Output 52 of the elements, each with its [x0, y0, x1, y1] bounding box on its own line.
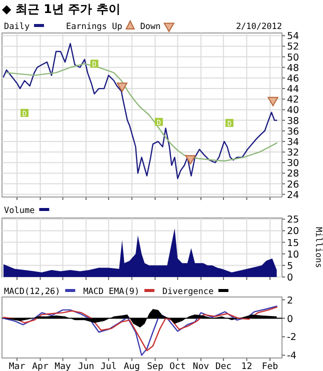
- text: Earnings Up: [66, 22, 122, 32]
- legend-label: Daily: [4, 22, 30, 32]
- y-tick-label: 5: [287, 260, 294, 272]
- x-tick-label: Apr: [32, 362, 49, 371]
- chart-title: ◆ 최근 1년 주가 추이: [2, 2, 120, 16]
- x-tick-label: Jun: [78, 362, 94, 371]
- legend-label: Down: [140, 22, 161, 32]
- y-tick-label: 0: [287, 272, 294, 284]
- y-tick-label: 50: [287, 52, 300, 64]
- x-tick-label: Aug: [124, 362, 140, 371]
- y-tick-label: 52: [287, 42, 300, 53]
- y-tick-label: 26: [287, 179, 300, 190]
- y-tick-label: 46: [287, 73, 300, 84]
- y-tick-label: 20: [287, 226, 300, 238]
- y-tick-label: -2: [287, 332, 296, 344]
- y-axis-title: Millions: [313, 227, 323, 268]
- y-tick-label: 10: [287, 249, 300, 260]
- text: 2/10/2012: [236, 22, 282, 32]
- x-tick-label: Feb: [262, 362, 278, 371]
- y-tick-label: 42: [287, 94, 300, 106]
- y-tick-label: -4: [287, 350, 296, 362]
- y-tick-label: 38: [287, 116, 300, 127]
- y-tick-label: 2: [287, 295, 294, 306]
- legend-label: MACD(12,26): [4, 287, 60, 297]
- y-tick-label: 25: [287, 214, 300, 226]
- y-tick-label: 40: [287, 105, 300, 116]
- x-tick-label: Sep: [147, 362, 164, 371]
- line-series: [2, 42, 278, 180]
- x-tick-label: Nov: [192, 362, 210, 371]
- y-tick-label: 24: [287, 190, 300, 201]
- point: [185, 155, 196, 164]
- legend-label: MACD EMA(9): [83, 287, 140, 297]
- y-tick-label: 30: [287, 158, 300, 170]
- x-tick-label: Mar: [8, 362, 26, 371]
- y-tick-label: 54: [287, 31, 300, 42]
- legend-label: Volume: [4, 206, 35, 216]
- point: [116, 82, 128, 92]
- y-tick-label: 15: [287, 238, 300, 249]
- point: [268, 96, 278, 106]
- y-tick-label: 44: [287, 84, 300, 96]
- y-tick-label: 48: [287, 62, 300, 74]
- y-tick-label: 0: [287, 314, 294, 325]
- x-tick-label: May: [54, 362, 72, 371]
- y-tick-label: 36: [287, 126, 300, 138]
- y-tick-label: 28: [287, 168, 300, 180]
- x-tick-label: Jul: [100, 362, 117, 371]
- y-tick-label: 32: [287, 148, 300, 159]
- x-tick-label: 12: [241, 362, 252, 371]
- x-tick-label: Dec: [215, 362, 232, 371]
- legend-label: Divergence: [162, 287, 214, 297]
- x-tick-label: Oct: [170, 362, 186, 371]
- y-tick-label: 34: [287, 136, 300, 148]
